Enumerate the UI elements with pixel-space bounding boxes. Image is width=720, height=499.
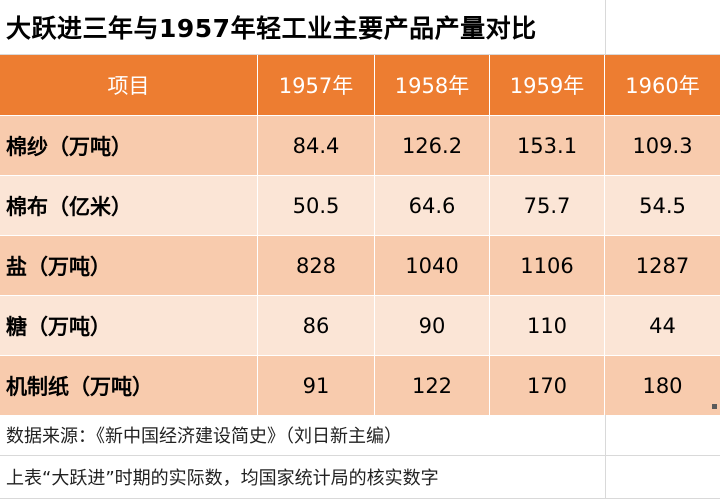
- value-cell[interactable]: 1106: [490, 236, 605, 295]
- table-row[interactable]: 棉纱（万吨） 84.4 126.2 153.1 109.3: [0, 115, 720, 175]
- row-label[interactable]: 糖（万吨）: [0, 296, 258, 355]
- header-cell-item[interactable]: 项目: [0, 55, 258, 115]
- fill-handle[interactable]: [712, 404, 717, 409]
- table-row[interactable]: 盐（万吨） 828 1040 1106 1287: [0, 235, 720, 295]
- table-row[interactable]: 糖（万吨） 86 90 110 44: [0, 295, 720, 355]
- value-cell[interactable]: 153.1: [490, 116, 605, 175]
- value-cell[interactable]: 109.3: [632, 133, 693, 158]
- header-cell-1958[interactable]: 1958年: [375, 55, 490, 115]
- row-label[interactable]: 机制纸（万吨）: [0, 356, 258, 415]
- value-cell[interactable]: 110: [490, 296, 605, 355]
- value-cell[interactable]: 84.4: [258, 116, 375, 175]
- value-cell[interactable]: 54.5: [639, 193, 686, 218]
- value-cell[interactable]: 50.5: [258, 176, 375, 235]
- gridline: [605, 0, 606, 54]
- value-cell[interactable]: 75.7: [490, 176, 605, 235]
- title-row[interactable]: 大跃进三年与1957年轻工业主要产品产量对比: [0, 0, 720, 55]
- table-title[interactable]: 大跃进三年与1957年轻工业主要产品产量对比: [6, 14, 537, 43]
- row-label[interactable]: 棉布（亿米）: [0, 176, 258, 235]
- source-note-row[interactable]: 数据来源：《新中国经济建设简史》（刘日新主编）: [0, 415, 720, 456]
- gridline: [605, 415, 606, 455]
- source-note[interactable]: 数据来源：《新中国经济建设简史》（刘日新主编）: [6, 426, 402, 447]
- row-label[interactable]: 棉纱（万吨）: [0, 116, 258, 175]
- header-cell-1960[interactable]: 1960年: [625, 74, 700, 98]
- value-cell[interactable]: 1287: [635, 253, 690, 278]
- header-cell-1959[interactable]: 1959年: [490, 55, 605, 115]
- value-cell[interactable]: 1040: [375, 236, 490, 295]
- value-cell[interactable]: 91: [258, 356, 375, 415]
- value-cell[interactable]: 126.2: [375, 116, 490, 175]
- value-cell[interactable]: 170: [490, 356, 605, 415]
- value-cell[interactable]: 64.6: [375, 176, 490, 235]
- gridline: [605, 456, 606, 498]
- value-cell[interactable]: 122: [375, 356, 490, 415]
- row-label[interactable]: 盐（万吨）: [0, 236, 258, 295]
- value-cell[interactable]: 86: [258, 296, 375, 355]
- value-cell[interactable]: 828: [258, 236, 375, 295]
- table-row[interactable]: 机制纸（万吨） 91 122 170 180: [0, 355, 720, 415]
- table-row[interactable]: 棉布（亿米） 50.5 64.6 75.7 54.5: [0, 175, 720, 235]
- remark-note[interactable]: 上表“大跃进”时期的实际数，均国家统计局的核实数字: [6, 468, 439, 489]
- header-row[interactable]: 项目 1957年 1958年 1959年 1960年: [0, 55, 720, 115]
- value-cell[interactable]: 44: [649, 313, 676, 338]
- value-cell[interactable]: 180: [642, 373, 683, 398]
- value-cell[interactable]: 90: [375, 296, 490, 355]
- header-cell-1957[interactable]: 1957年: [258, 55, 375, 115]
- remark-note-row[interactable]: 上表“大跃进”时期的实际数，均国家统计局的核实数字: [0, 456, 720, 499]
